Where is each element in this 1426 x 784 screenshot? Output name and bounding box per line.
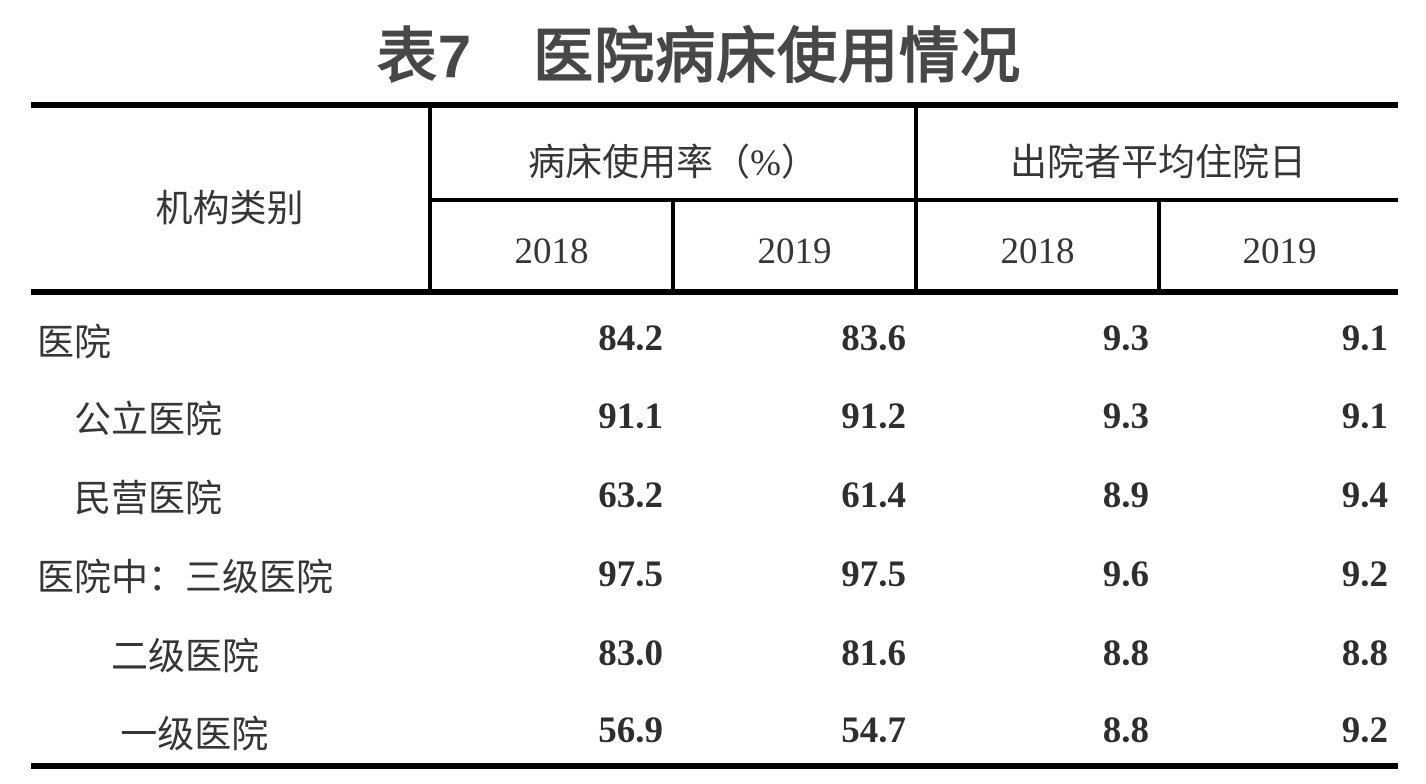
- value-cell: 81.6: [841, 632, 907, 674]
- document-page: 表7 医院病床使用情况 机构类别 病床使用率（%） 出院者平均住院日 2018 …: [0, 26, 1426, 784]
- value-cell: 83.0: [598, 632, 663, 674]
- year-header-stay-2018: 2018: [916, 200, 1162, 295]
- table-body: 医院 84.2 83.6 9.3 9.1 公立医院 91.1 91.2 9.3 …: [31, 292, 1398, 766]
- table-row-tier1-hospitals: 一级医院 56.9 54.7 8.8 9.2: [31, 687, 1398, 766]
- value-cell: 8.9: [1102, 474, 1150, 516]
- row-label-cell: 医院: [37, 322, 111, 364]
- value-cell: 8.8: [1102, 710, 1150, 751]
- table-row-tier2-hospitals: 二级医院 83.0 81.6 8.8 8.8: [31, 608, 1398, 687]
- page-title: 表7 医院病床使用情况: [376, 23, 1022, 90]
- value-cell: 61.4: [841, 474, 907, 516]
- value-cell: 91.2: [841, 395, 907, 437]
- value-cell: 9.2: [1341, 710, 1389, 751]
- year-header-utilization-2018: 2018: [428, 200, 675, 295]
- value-cell: 97.5: [841, 553, 907, 595]
- value-cell: 83.6: [841, 318, 907, 359]
- year-header-row: 2018 2019 2018 2019: [31, 200, 1399, 295]
- table-row-hospitals: 医院 84.2 83.6 9.3 9.1: [31, 292, 1398, 371]
- value-cell: 9.3: [1102, 395, 1150, 437]
- value-cell: 9.4: [1341, 474, 1389, 516]
- table-row-tier3-hospitals: 医院中：三级医院 97.5 97.5 9.6 9.2: [31, 529, 1398, 608]
- table-header: 机构类别 病床使用率（%） 出院者平均住院日 2018 2019 2018 20…: [31, 105, 1399, 295]
- row-label-cell: 二级医院: [37, 637, 259, 678]
- row-label-cell: 民营医院: [37, 479, 222, 520]
- row-label-cell: 医院中：三级医院: [37, 558, 333, 599]
- value-cell: 8.8: [1341, 632, 1389, 674]
- group-header-bed-utilization: 病床使用率（%）: [427, 105, 919, 202]
- value-cell: 8.8: [1102, 632, 1150, 674]
- value-cell: 54.7: [841, 710, 907, 751]
- row-label-cell: 一级医院: [37, 714, 269, 756]
- group-header-row: 机构类别 病床使用率（%） 出院者平均住院日: [31, 105, 1399, 295]
- row-label-cell: 公立医院: [37, 400, 222, 441]
- value-cell: 9.2: [1341, 553, 1389, 595]
- hospital-bed-usage-table: 机构类别 病床使用率（%） 出院者平均住院日 2018 2019 2018 20…: [31, 102, 1399, 769]
- value-cell: 63.2: [598, 474, 663, 516]
- value-cell: 91.1: [598, 395, 663, 437]
- stub-header-cell: 机构类别: [31, 105, 432, 295]
- value-cell: 84.2: [598, 318, 663, 359]
- group-header-average-stay: 出院者平均住院日: [916, 105, 1399, 202]
- value-cell: 56.9: [598, 710, 663, 751]
- table-row-private-hospitals: 民营医院 63.2 61.4 8.9 9.4: [31, 450, 1398, 529]
- year-header-stay-2019: 2019: [1159, 200, 1399, 295]
- value-cell: 97.5: [598, 553, 663, 595]
- table-row-public-hospitals: 公立医院 91.1 91.2 9.3 9.1: [31, 371, 1398, 450]
- value-cell: 9.3: [1102, 318, 1150, 359]
- value-cell: 9.1: [1341, 318, 1389, 359]
- value-cell: 9.1: [1341, 395, 1389, 437]
- year-header-utilization-2019: 2019: [673, 200, 919, 295]
- value-cell: 9.6: [1102, 553, 1150, 595]
